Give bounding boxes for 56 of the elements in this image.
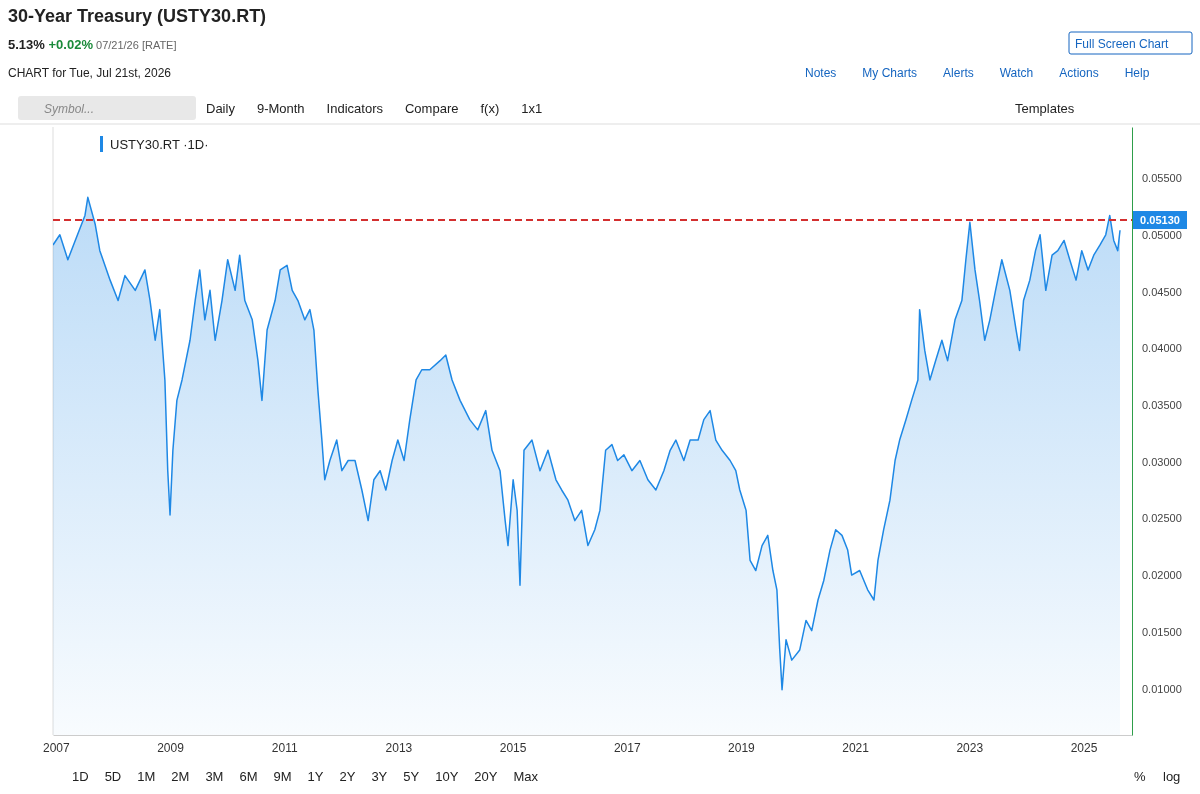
y-tick-label: 0.03000	[1142, 455, 1182, 468]
y-tick-label: 0.04000	[1142, 342, 1182, 355]
y-tick-label: 0.05500	[1142, 172, 1182, 185]
text: Daily	[206, 101, 236, 116]
text: 9-Month	[256, 101, 305, 116]
text: 3Y	[371, 769, 388, 784]
x-tick-label: 2021	[842, 740, 870, 755]
text: 5Y	[403, 769, 420, 784]
text: 20Y	[474, 769, 498, 784]
text: log	[1163, 769, 1181, 784]
text: 5D	[104, 769, 122, 784]
text: Alerts	[943, 66, 974, 80]
y-tick-label: 0.03500	[1142, 398, 1182, 411]
x-tick-label: 2023	[956, 740, 984, 755]
y-tick-label: 0.02000	[1142, 569, 1182, 582]
text: Compare	[404, 101, 459, 116]
text: Symbol...	[44, 102, 95, 116]
x-tick-label: 2009	[157, 740, 185, 755]
text: Actions	[1059, 66, 1099, 80]
x-tick-label: 2011	[271, 740, 298, 755]
text: Help	[1124, 66, 1150, 80]
chart-title: 30-Year Treasury (USTY30.RT)	[8, 6, 267, 26]
x-tick-label: 2019	[728, 740, 756, 755]
x-tick-label: 2015	[499, 740, 527, 755]
text: %	[1134, 769, 1146, 784]
text: 1x1	[521, 101, 543, 116]
text: f(x)	[480, 101, 500, 116]
text: 1D	[72, 769, 89, 784]
y-tick-label: 0.05000	[1142, 228, 1182, 241]
x-tick-label: 2025	[1070, 740, 1098, 755]
y-tick-label: 0.01000	[1142, 682, 1182, 695]
x-tick-label: 2007	[43, 740, 71, 755]
text: 2Y	[339, 769, 356, 784]
legend-label: USTY30.RT ·1D·	[110, 137, 209, 152]
y-tick-label: 0.01500	[1142, 625, 1182, 638]
text: 1Y	[307, 769, 324, 784]
text: 1M	[137, 769, 156, 784]
text: 2M	[171, 769, 190, 784]
text: Templates	[1015, 101, 1075, 116]
text: 10Y	[435, 769, 459, 784]
text: Notes	[805, 66, 837, 80]
text: 9M	[273, 769, 292, 784]
text: CHART for Tue, Jul 21st, 2026	[8, 66, 172, 80]
x-tick-label: 2013	[385, 740, 413, 755]
text: My Charts	[862, 66, 918, 80]
text: Max	[513, 769, 539, 784]
text: 6M	[239, 769, 258, 784]
y-tick-label: 0.02500	[1142, 512, 1182, 525]
ref-line-label: 0.05130	[1140, 214, 1180, 227]
text: Full Screen Chart	[1075, 37, 1170, 51]
text: 3M	[205, 769, 224, 784]
y-tick-label: 0.04500	[1142, 285, 1182, 298]
chart-subtitle: 5.13% +0.02% 07/21/26 [RATE]	[8, 37, 177, 52]
text: Watch	[999, 66, 1034, 80]
text: Indicators	[326, 101, 384, 116]
x-tick-label: 2017	[613, 740, 641, 755]
